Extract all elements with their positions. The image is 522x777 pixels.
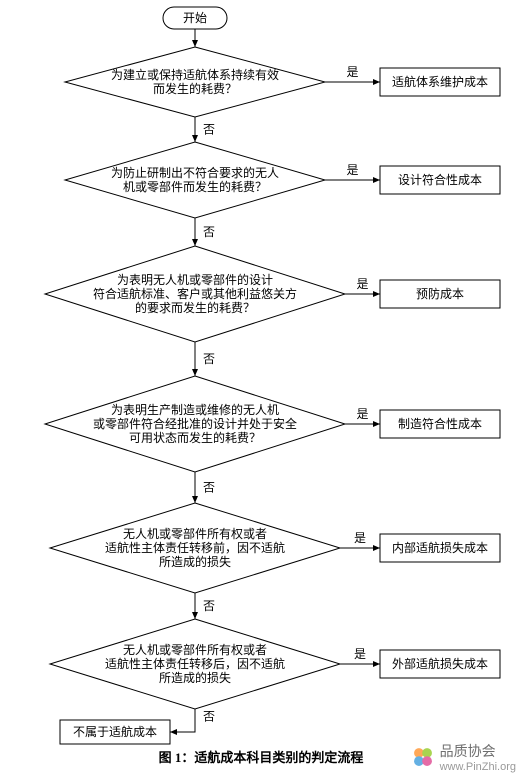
decision-2-line: 为防止研制出不符合要求的无人 bbox=[111, 165, 279, 180]
start-node-label: 开始 bbox=[183, 11, 207, 25]
decision-4-line: 或零部件符合经批准的设计并处于安全 bbox=[93, 416, 297, 431]
result-5-label: 内部适航损失成本 bbox=[392, 540, 488, 555]
label-d4-yes: 是 bbox=[356, 407, 368, 421]
decision-5-line: 适航性主体责任转移前，因不适航 bbox=[105, 540, 285, 555]
label-d1-yes: 是 bbox=[346, 65, 358, 79]
decision-6-line: 所造成的损失 bbox=[159, 670, 231, 685]
decision-3-line: 的要求而发生的耗费？ bbox=[135, 300, 255, 315]
end-node-label: 不属于适航成本 bbox=[73, 724, 157, 739]
label-d3-no: 否 bbox=[203, 352, 215, 366]
result-1-label: 适航体系维护成本 bbox=[392, 74, 488, 89]
label-d2-no: 否 bbox=[203, 225, 215, 239]
watermark: 品质协会 www.PinZhi.org bbox=[410, 741, 516, 773]
label-d5-no: 否 bbox=[203, 599, 215, 613]
watermark-text-url: www.PinZhi.org bbox=[440, 761, 516, 773]
petal bbox=[422, 756, 432, 766]
decision-2-line: 机或零部件而发生的耗费？ bbox=[123, 179, 267, 194]
decision-1-line: 而发生的耗费？ bbox=[153, 81, 237, 96]
watermark-text-cn: 品质协会 bbox=[440, 741, 516, 761]
decision-6-line: 无人机或零部件所有权或者 bbox=[123, 642, 267, 657]
label-d6-yes: 是 bbox=[354, 647, 366, 661]
flowchart: 开始为建立或保持适航体系持续有效而发生的耗费？ 适航体系维护成本为防止研制出不符合… bbox=[0, 0, 522, 777]
result-6-label: 外部适航损失成本 bbox=[392, 656, 488, 671]
result-2-label: 设计符合性成本 bbox=[398, 172, 482, 187]
decision-3-line: 为表明无人机或零部件的设计 bbox=[117, 272, 273, 287]
result-4-label: 制造符合性成本 bbox=[398, 416, 482, 431]
logo-icon bbox=[410, 744, 436, 770]
label-d4-no: 否 bbox=[203, 481, 215, 495]
decision-5-line: 无人机或零部件所有权或者 bbox=[123, 526, 267, 541]
label-d6-no: 否 bbox=[203, 710, 215, 724]
label-d5-yes: 是 bbox=[354, 531, 366, 545]
decision-1-line: 为建立或保持适航体系持续有效 bbox=[111, 67, 279, 82]
decision-4-line: 可用状态而发生的耗费？ bbox=[129, 430, 261, 445]
figure-caption: 图 1：适航成本科目类别的判定流程 bbox=[159, 750, 364, 765]
edge-d6-no bbox=[170, 709, 195, 732]
label-d2-yes: 是 bbox=[346, 163, 358, 177]
label-d3-yes: 是 bbox=[356, 277, 368, 291]
decision-4-line: 为表明生产制造或维修的无人机 bbox=[111, 402, 279, 417]
label-d1-no: 否 bbox=[203, 123, 215, 137]
decision-5-line: 所造成的损失 bbox=[159, 554, 231, 569]
decision-6-line: 适航性主体责任转移后，因不适航 bbox=[105, 656, 285, 671]
decision-3-line: 符合适航标准、客户或其他利益悠关方 bbox=[93, 286, 297, 301]
result-3-label: 预防成本 bbox=[416, 286, 464, 301]
